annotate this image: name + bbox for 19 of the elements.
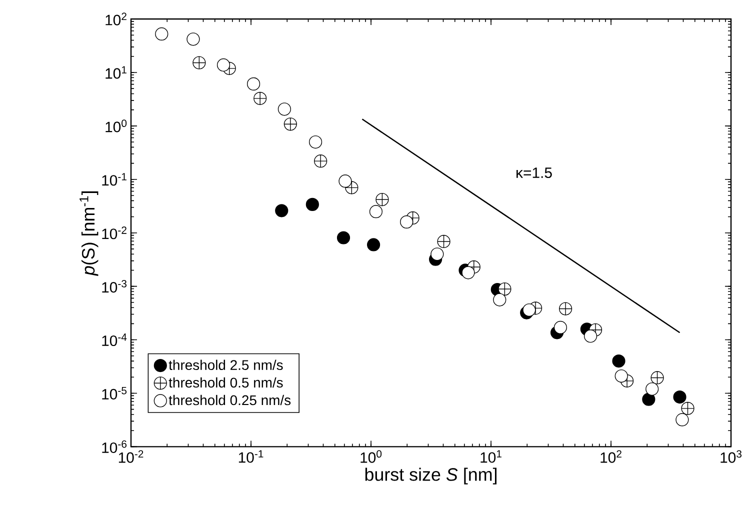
y-tick-label: 10$^{-1}$ [102, 173, 126, 186]
y-tick-label: 10$^{2}$ [106, 12, 126, 26]
y-tick-label: 10$^{-3}$ [102, 280, 127, 293]
y-axis-title: p(S) [nm$^{-1}$] [80, 191, 98, 276]
x-tick-label: 10$^{-1}$ [238, 450, 264, 463]
y-tick-label: 10$^{-2}$ [102, 226, 126, 240]
legend-label: threshold 0.25 nm/s [168, 394, 291, 406]
x-axis-title: burst size S [nm] [365, 468, 496, 484]
x-tick-label: 10$^{1}$ [480, 450, 502, 463]
x-tick-label: 10$^{2}$ [600, 450, 622, 463]
y-tick-label: 10$^{0}$ [106, 120, 127, 132]
x-tick-label: 10$^{0}$ [360, 450, 382, 463]
annotation: κ=1.5 [516, 168, 552, 178]
y-tick-label: 10$^{-4}$ [102, 334, 127, 346]
y-tick-label: 10$^{1}$ [106, 66, 126, 79]
legend-label: threshold 0.5 nm/s [168, 377, 283, 388]
legend-label: threshold 2.5 nm/s [168, 360, 283, 370]
x-tick-label: 10$^{3}$ [720, 450, 742, 463]
y-tick-label: 10$^{-5}$ [102, 386, 127, 400]
